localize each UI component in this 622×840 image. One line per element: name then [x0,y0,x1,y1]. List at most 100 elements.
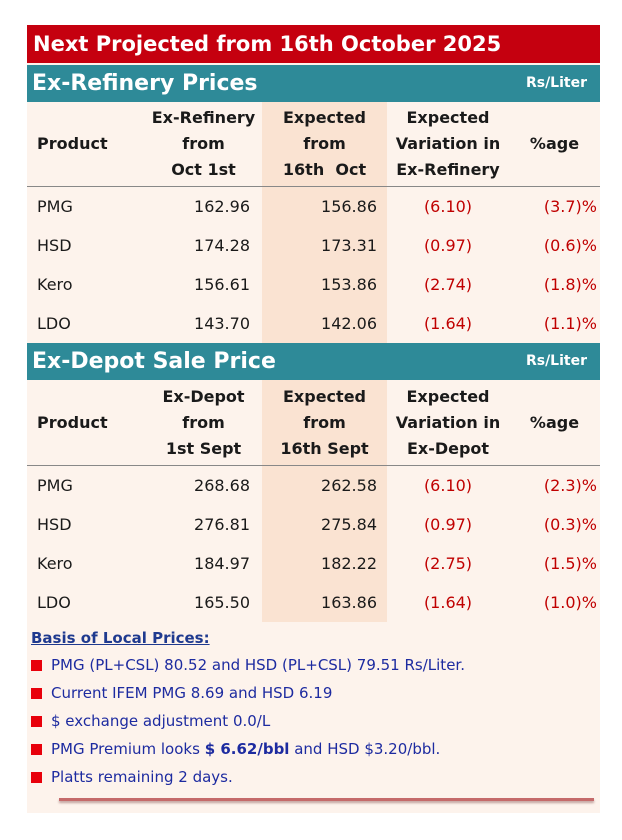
cell-pct: (1.5)% [543,554,597,573]
cell-variation: (0.97) [423,236,473,255]
col-header-expected-line3: 16th Sept [280,438,369,458]
ex-refinery-title: Ex-Refinery Prices [32,71,258,96]
col-header-expected: Expected from 16th Oct [262,102,387,187]
col-header-current: Ex-Depot from 1st Sept [145,380,262,466]
col-header-product: Product [27,380,145,466]
ex-depot-header-row: Product Ex-Depot from 1st Sept Expected … [27,380,600,466]
cell-pct: (1.8)% [543,275,597,294]
col-header-pct: %age [509,380,600,466]
col-header-current-line3: Oct 1st [171,160,236,179]
col-header-variation-line1: Expected [406,386,490,406]
cell-current: 156.61 [194,275,250,294]
col-header-expected: Expected from 16th Sept [262,380,387,466]
bottom-divider [59,798,594,801]
col-header-expected-line3: 16th Oct [282,160,367,179]
basis-section: Basis of Local Prices: PMG (PL+CSL) 80.5… [27,622,600,791]
bullet-text-pre: PMG Premium looks [51,740,205,758]
red-square-icon [31,771,42,783]
cell-current: 143.70 [194,314,250,333]
col-header-variation: Expected Variation in Ex-Refinery [387,102,509,187]
cell-pct: (1.1)% [543,314,597,333]
cell-pct: (3.7)% [543,197,597,216]
col-header-current-line1: Ex-Refinery [151,108,256,127]
col-header-variation-line1: Expected [406,108,490,127]
col-header-expected-line1: Expected [283,386,366,406]
cell-product: LDO [37,593,71,612]
col-header-variation: Expected Variation in Ex-Depot [387,380,509,466]
list-item: Current IFEM PMG 8.69 and HSD 6.19 [31,679,600,707]
cell-pct: (0.3)% [543,515,597,534]
table-row: HSD 276.81 275.84 (0.97) (0.3)% [27,505,600,544]
col-header-current: Ex-Refinery from Oct 1st [145,102,262,187]
banner-title: Next Projected from 16th October 2025 [27,25,600,63]
col-header-expected-line2: from [303,134,346,153]
cell-product: LDO [37,314,71,333]
cell-expected: 153.86 [262,265,387,304]
cell-product: PMG [37,476,73,495]
red-square-icon [31,743,42,755]
ex-refinery-header-row: Product Ex-Refinery from Oct 1st Expecte… [27,102,600,187]
cell-pct: (1.0)% [543,593,597,612]
cell-expected: 262.58 [262,465,387,505]
list-item: $ exchange adjustment 0.0/L [31,707,600,735]
col-header-current-line2: from [182,412,225,432]
bullet-text: Platts remaining 2 days. [51,768,233,786]
table-row: Kero 156.61 153.86 (2.74) (1.8)% [27,265,600,304]
red-square-icon [31,687,42,699]
cell-current: 276.81 [194,515,250,534]
col-header-current-line3: 1st Sept [165,438,242,458]
col-header-current-line2: from [182,134,225,153]
cell-expected: 163.86 [262,583,387,622]
ex-refinery-table: Product Ex-Refinery from Oct 1st Expecte… [27,102,600,343]
col-header-variation-line3: Ex-Depot [406,438,490,458]
table-row: PMG 162.96 156.86 (6.10) (3.7)% [27,186,600,226]
cell-variation: (2.75) [423,554,473,573]
cell-expected: 173.31 [262,226,387,265]
table-row: HSD 174.28 173.31 (0.97) (0.6)% [27,226,600,265]
ex-depot-section-header: Ex-Depot Sale Price Rs/Liter [27,343,600,380]
col-header-expected-line2: from [303,412,346,432]
cell-expected: 182.22 [262,544,387,583]
col-header-pct: %age [509,102,600,187]
bullet-text: PMG Premium looks $ 6.62/bbl and HSD $3.… [51,735,440,763]
cell-variation: (2.74) [423,275,473,294]
cell-product: Kero [37,275,73,294]
ex-refinery-section-header: Ex-Refinery Prices Rs/Liter [27,65,600,102]
bullet-text: PMG (PL+CSL) 80.52 and HSD (PL+CSL) 79.5… [51,656,465,674]
ex-refinery-unit: Rs/Liter [525,75,587,91]
col-header-variation-line3: Ex-Refinery [396,160,500,179]
bullet-text-bold: $ 6.62/bbl [204,740,290,758]
cell-product: PMG [37,197,73,216]
ex-depot-unit: Rs/Liter [525,353,587,369]
basis-title: Basis of Local Prices: [31,629,210,647]
red-square-icon [31,659,42,671]
cell-product: Kero [37,554,73,573]
cell-current: 268.68 [194,476,250,495]
price-card: Next Projected from 16th October 2025 Ex… [27,25,600,813]
cell-expected: 275.84 [262,505,387,544]
cell-variation: (6.10) [423,197,473,216]
cell-variation: (0.97) [423,515,473,534]
cell-product: HSD [37,515,72,534]
basis-list: PMG (PL+CSL) 80.52 and HSD (PL+CSL) 79.5… [31,651,600,791]
col-header-current-line1: Ex-Depot [162,386,245,406]
table-row: LDO 165.50 163.86 (1.64) (1.0)% [27,583,600,622]
list-item: Platts remaining 2 days. [31,763,600,791]
cell-expected: 156.86 [262,186,387,226]
cell-pct: (0.6)% [543,236,597,255]
table-row: Kero 184.97 182.22 (2.75) (1.5)% [27,544,600,583]
cell-current: 165.50 [194,593,250,612]
bullet-text: Current IFEM PMG 8.69 and HSD 6.19 [51,684,333,702]
bullet-text: $ exchange adjustment 0.0/L [51,712,271,730]
red-square-icon [31,715,42,727]
col-header-product: Product [27,102,145,187]
cell-expected: 142.06 [262,304,387,343]
cell-product: HSD [37,236,72,255]
cell-variation: (6.10) [423,476,473,495]
table-row: LDO 143.70 142.06 (1.64) (1.1)% [27,304,600,343]
col-header-expected-line1: Expected [283,108,366,127]
cell-variation: (1.64) [423,314,473,333]
ex-depot-table: Product Ex-Depot from 1st Sept Expected … [27,380,600,622]
ex-depot-title: Ex-Depot Sale Price [32,349,276,374]
list-item: PMG Premium looks $ 6.62/bbl and HSD $3.… [31,735,600,763]
